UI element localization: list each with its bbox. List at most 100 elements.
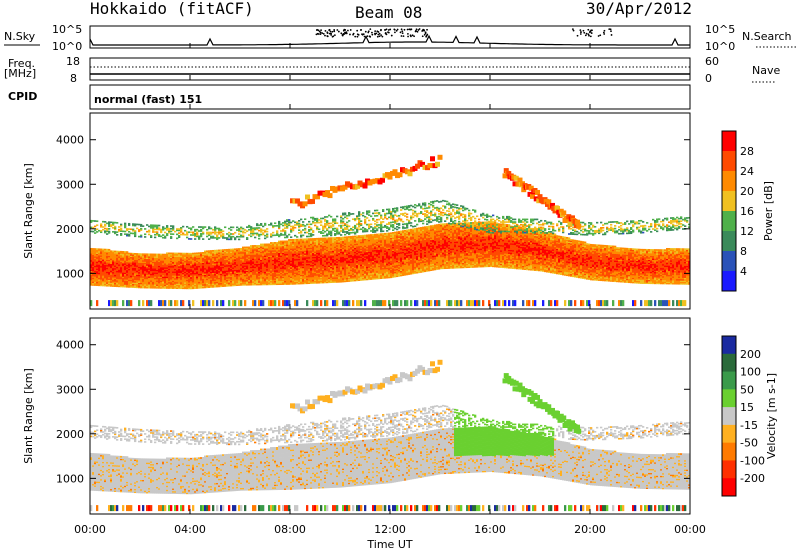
power-cell	[268, 243, 270, 245]
power-cell	[108, 249, 110, 251]
nsearch-dot	[599, 34, 601, 36]
power-cell	[126, 233, 128, 235]
nsearch-dot	[320, 29, 322, 31]
power-cell	[92, 227, 94, 229]
power-cell	[120, 228, 122, 230]
power-cell	[166, 252, 168, 254]
power-cell	[114, 226, 116, 228]
freq-unit: [MHz]	[4, 67, 36, 80]
nsearch-dot	[357, 36, 359, 38]
power-cell	[342, 237, 344, 239]
nave-label: Nave	[752, 64, 780, 77]
power-cell	[354, 218, 356, 220]
power-cell	[188, 238, 190, 240]
power-cell	[114, 222, 116, 224]
power-cell	[316, 218, 318, 220]
power-cell	[166, 233, 168, 235]
power-cell	[352, 213, 354, 215]
power-cell	[162, 237, 164, 239]
power-cell	[314, 300, 316, 306]
power-cell	[98, 248, 100, 250]
power-cell	[350, 228, 352, 230]
power-cell	[254, 227, 256, 229]
power-cell	[262, 226, 264, 228]
power-cell	[240, 235, 242, 237]
power-cell	[328, 225, 330, 227]
power-cell	[174, 253, 176, 255]
power-cell	[266, 228, 268, 230]
power-cell	[160, 236, 162, 238]
nsearch-dot	[426, 29, 428, 31]
nsearch-dot	[424, 34, 426, 36]
power-cell	[136, 253, 138, 255]
nsearch-dot	[332, 36, 334, 38]
power-cell	[122, 300, 124, 306]
power-cell	[330, 223, 332, 225]
power-cell	[334, 233, 336, 235]
power-cell	[140, 224, 142, 226]
power-cell	[128, 234, 130, 236]
power-cell	[204, 226, 206, 228]
fitacf-summary-plot: Hokkaido (fitACF) Beam 08 30/Apr/2012 N.…	[0, 0, 800, 554]
power-cell	[182, 300, 184, 306]
nsearch-dot	[407, 29, 409, 31]
power-cell	[338, 225, 340, 227]
power-cell	[108, 221, 110, 223]
power-cell	[244, 300, 246, 306]
power-cell	[328, 237, 330, 239]
power-cell	[158, 300, 160, 306]
power-cell	[320, 300, 322, 306]
power-cell	[236, 248, 238, 250]
power-cell	[254, 237, 256, 239]
power-cell	[112, 227, 114, 229]
power-cell	[304, 238, 306, 240]
power-cell	[296, 239, 298, 241]
power-cell	[112, 231, 114, 233]
power-cell	[242, 247, 244, 249]
power-cell	[272, 232, 274, 234]
power-cell	[330, 231, 332, 233]
power-cell	[344, 236, 346, 238]
power-cell	[276, 230, 278, 232]
power-cell	[204, 300, 206, 306]
power-cell	[252, 245, 254, 247]
power-cell	[174, 231, 176, 233]
power-cell	[180, 227, 182, 229]
power-cell	[96, 220, 98, 222]
power-cell	[356, 235, 358, 237]
power-cell	[190, 231, 192, 233]
nsearch-dot	[340, 32, 342, 34]
power-cell	[272, 242, 274, 244]
power-cell	[196, 229, 198, 231]
power-cell	[270, 300, 272, 306]
power-cell	[130, 232, 132, 234]
power-cell	[336, 222, 338, 224]
power-cell	[174, 300, 176, 306]
power-cell	[202, 232, 204, 234]
power-cell	[312, 238, 314, 240]
power-cell	[298, 239, 300, 241]
power-cell	[320, 218, 322, 220]
power-cell	[118, 226, 120, 228]
power-cell	[344, 234, 346, 236]
power-cell	[286, 300, 288, 306]
power-cell	[246, 226, 248, 228]
nsearch-dot	[393, 28, 395, 30]
power-cell	[128, 228, 130, 230]
nsearch-dot	[364, 36, 366, 38]
power-cell	[298, 220, 300, 222]
power-cell	[96, 224, 98, 226]
power-cell	[124, 233, 126, 235]
power-cell	[108, 300, 110, 306]
power-cell	[182, 253, 184, 255]
power-cell	[322, 235, 324, 237]
power-cell	[170, 228, 172, 230]
power-cell	[258, 227, 260, 229]
power-cell	[234, 300, 236, 306]
power-cell	[318, 219, 320, 221]
power-cell	[324, 235, 326, 237]
power-cell	[108, 231, 110, 233]
power-cell	[164, 300, 166, 306]
power-cell	[230, 233, 232, 235]
power-cell	[232, 236, 234, 238]
